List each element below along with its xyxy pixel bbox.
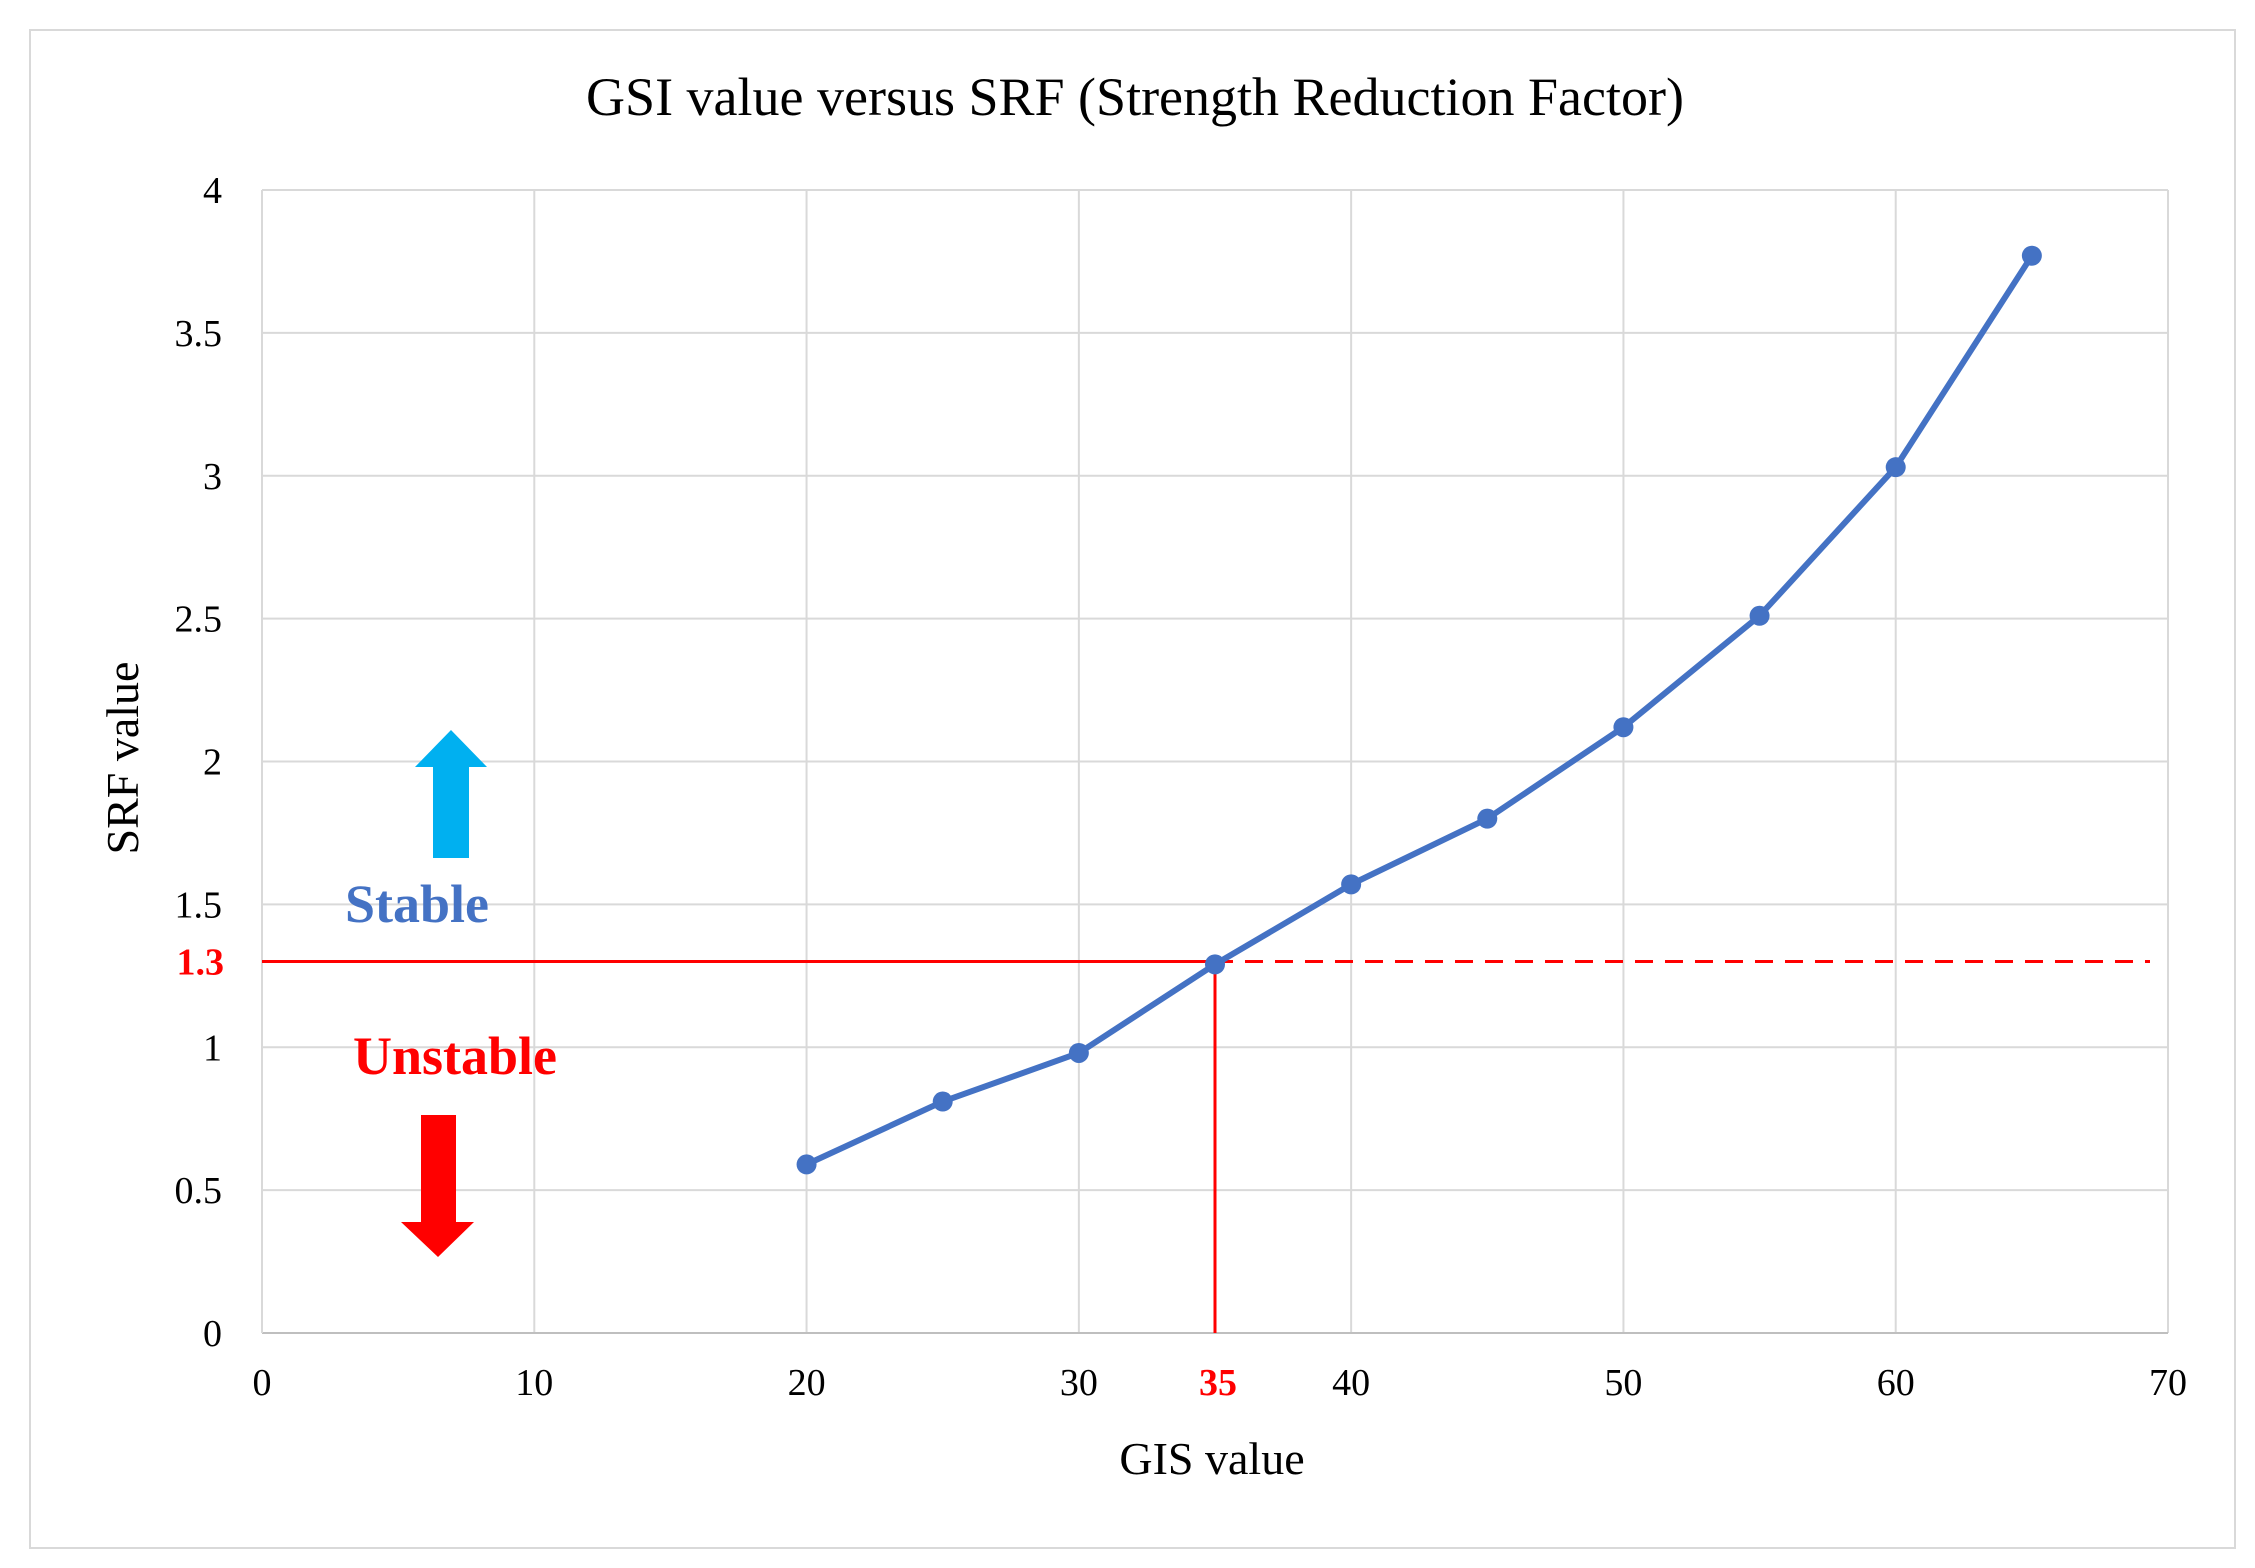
x-tick-label: 40: [1332, 1362, 1370, 1404]
y-tick-label: 4: [203, 170, 222, 212]
stable-up-arrow-icon: [415, 730, 487, 858]
data-point: [1613, 717, 1634, 738]
data-point: [1749, 605, 1770, 626]
x-tick-label: 70: [2149, 1362, 2187, 1404]
grid: [262, 189, 2169, 1333]
data-point: [2021, 245, 2042, 266]
tick-labels: 0 10 20 30 40 50 60 70 0 0.5 1 1.5 2 2.5 3 3.5 4: [175, 170, 2188, 1404]
y-tick-label: 3: [203, 456, 222, 498]
data-point: [1205, 954, 1225, 975]
threshold-srf-label: 1.3: [177, 942, 225, 984]
annotations: Stable Unstable: [345, 730, 557, 1257]
data-point: [1341, 874, 1362, 895]
data-point: [1477, 808, 1498, 829]
threshold-gis-label: 35: [1199, 1362, 1237, 1404]
threshold-lines: 1.3 35: [177, 942, 2150, 1404]
y-tick-label: 0.5: [175, 1170, 223, 1212]
data-point: [932, 1091, 953, 1112]
y-tick-label: 2.5: [175, 599, 223, 641]
x-axis-label: GIS value: [1119, 1433, 1304, 1484]
chart-frame: [29, 29, 2236, 1549]
y-tick-label: 2: [203, 742, 222, 784]
y-axis-label: SRF value: [97, 662, 148, 855]
y-tick-label: 3.5: [175, 313, 223, 355]
series-sRF: [796, 245, 2042, 1175]
stable-label: Stable: [345, 874, 489, 934]
x-tick-label: 10: [515, 1362, 553, 1404]
y-tick-label: 0: [203, 1313, 222, 1355]
x-tick-label: 0: [253, 1362, 272, 1404]
chart-title: GSI value versus SRF (Strength Reduction…: [586, 67, 1684, 127]
data-point: [796, 1154, 817, 1175]
y-tick-label: 1.5: [175, 884, 223, 926]
y-tick-label: 1: [203, 1027, 222, 1069]
unstable-label: Unstable: [353, 1026, 557, 1086]
x-tick-label: 50: [1604, 1362, 1642, 1404]
data-point: [1885, 457, 1906, 478]
x-tick-label: 30: [1060, 1362, 1098, 1404]
data-point: [1068, 1042, 1089, 1063]
x-tick-label: 60: [1877, 1362, 1915, 1404]
x-tick-label: 20: [788, 1362, 826, 1404]
unstable-down-arrow-icon: [401, 1115, 474, 1257]
series-line: [803, 252, 2035, 1168]
